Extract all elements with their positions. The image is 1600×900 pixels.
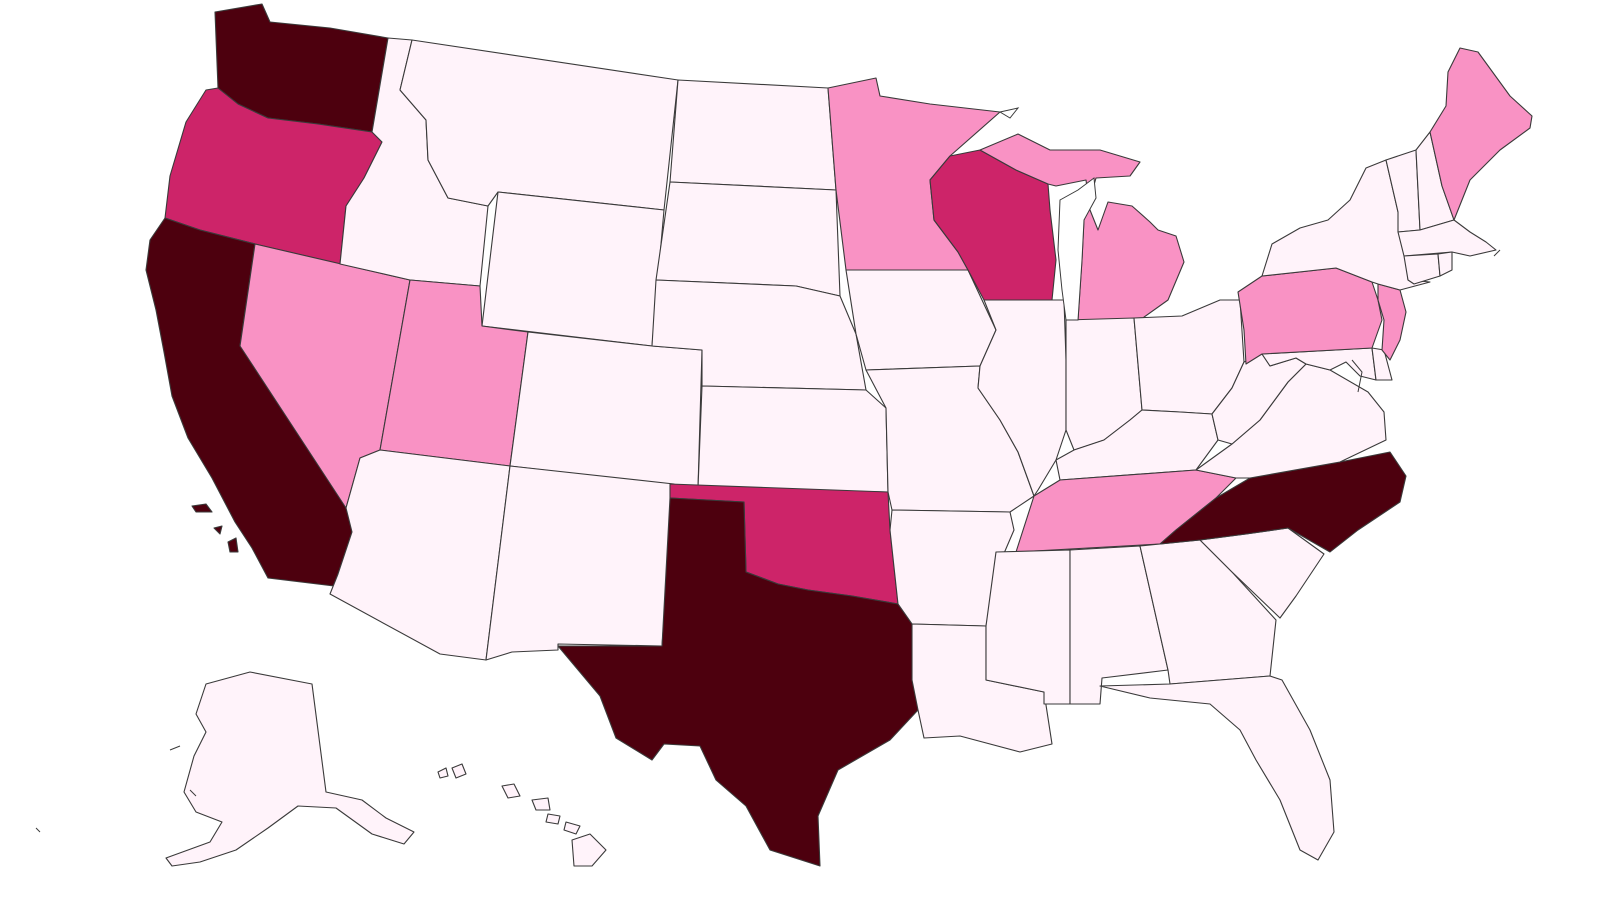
- state-maine: [1429, 47, 1533, 221]
- state-north-dakota: [669, 79, 837, 191]
- state-michigan: [979, 133, 1185, 321]
- state-montana: [399, 39, 679, 211]
- island-channel-1: [191, 503, 213, 513]
- state-connecticut: [1403, 253, 1441, 285]
- state-colorado: [509, 331, 703, 489]
- state-alaska: [165, 671, 415, 867]
- state-kansas: [697, 385, 889, 493]
- state-rhode-island: [1437, 251, 1453, 277]
- coastline-details: [35, 249, 1501, 833]
- states-layer: [145, 3, 1533, 867]
- state-south-dakota: [655, 181, 841, 297]
- state-mississippi: [985, 549, 1071, 705]
- state-florida: [1099, 675, 1335, 861]
- state-delaware: [1371, 347, 1393, 381]
- great-lakes: [998, 107, 1097, 321]
- state-iowa: [845, 269, 997, 371]
- state-wyoming: [481, 191, 665, 347]
- state-new-jersey: [1377, 283, 1407, 361]
- island-channel-2: [227, 537, 239, 553]
- state-texas: [557, 497, 919, 867]
- state-arizona: [329, 449, 511, 661]
- island-channel-3: [213, 525, 223, 535]
- state-new-mexico: [485, 465, 675, 661]
- state-massachusetts: [1397, 219, 1497, 257]
- state-hawaii: [437, 763, 607, 867]
